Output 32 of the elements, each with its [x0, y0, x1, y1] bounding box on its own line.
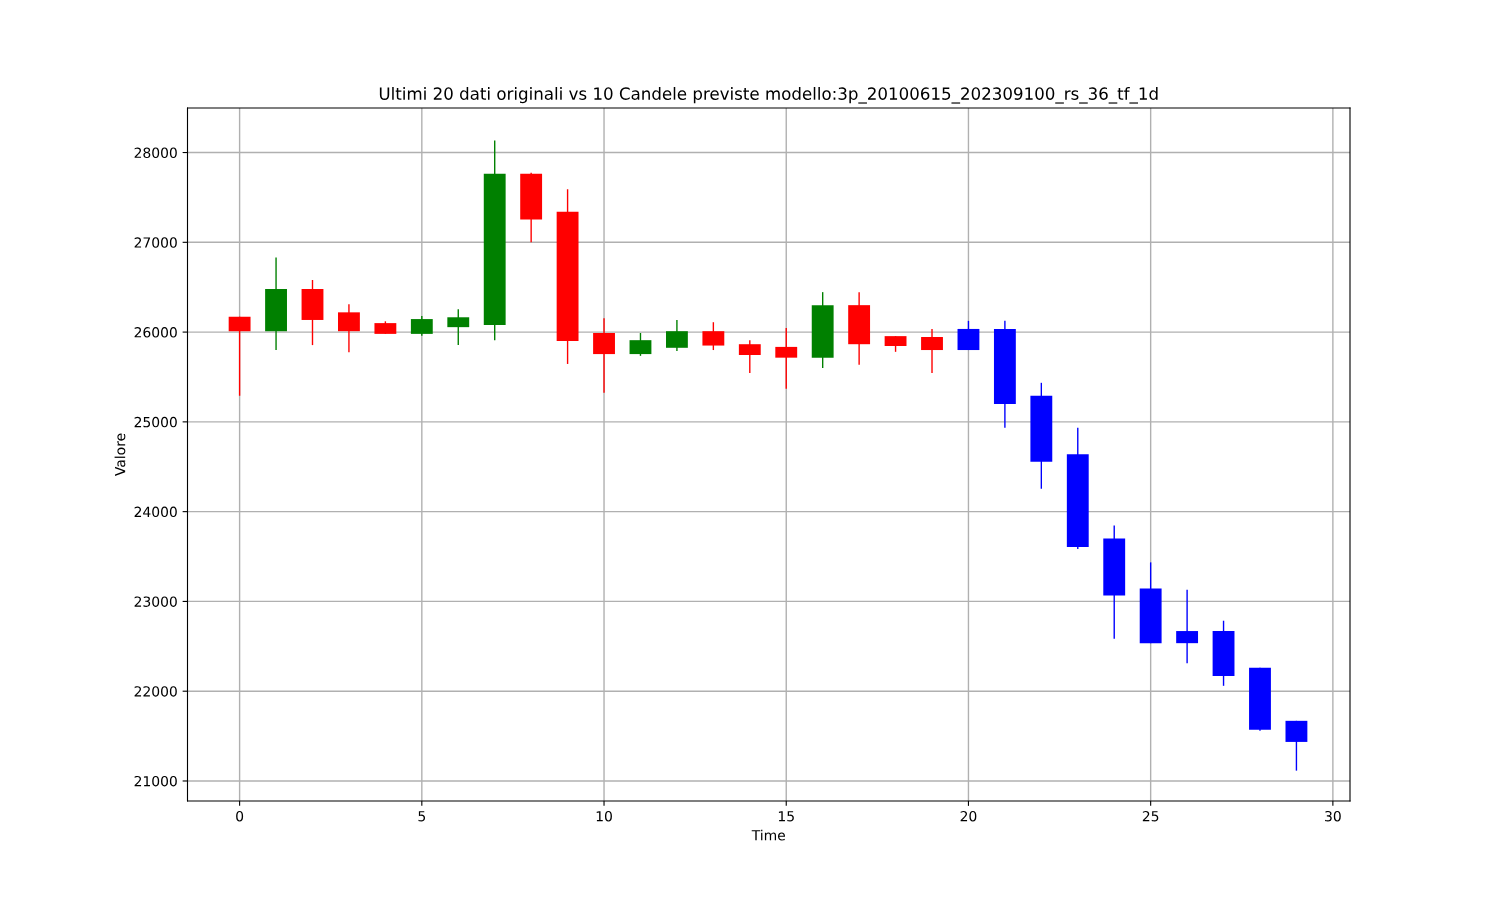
x-tick-label: 25 — [1142, 810, 1159, 822]
candlestick — [593, 317, 615, 394]
candlestick — [921, 328, 943, 374]
x-tick-label: 5 — [418, 811, 426, 822]
candlestick — [1176, 589, 1199, 665]
y-tick-label: 24000 — [134, 506, 177, 518]
candlestick — [228, 316, 251, 397]
candlestick — [410, 315, 433, 337]
y-axis-title: Valore — [114, 433, 126, 477]
candlestick — [447, 308, 470, 346]
y-tick-label: 21000 — [134, 775, 177, 787]
y-tick-label: 28000 — [134, 147, 177, 158]
x-tick-label: 15 — [778, 811, 794, 822]
x-tick-label: 30 — [1325, 810, 1341, 822]
x-tick-label: 10 — [596, 810, 612, 822]
y-tick-label: 27000 — [134, 237, 177, 248]
candlestick — [338, 303, 360, 353]
candlestick — [738, 339, 761, 374]
candlestick — [665, 319, 688, 352]
candlestick — [702, 321, 725, 351]
candlestick — [775, 327, 798, 390]
candlestick — [1285, 720, 1308, 772]
x-axis-title: Time — [751, 829, 785, 841]
y-tick-label: 23000 — [134, 596, 177, 607]
y-tick-label: 25000 — [134, 416, 177, 428]
candlestick — [957, 320, 980, 351]
y-tick-label: 26000 — [134, 327, 177, 338]
candlestick — [629, 332, 652, 357]
x-tick-label: 0 — [236, 810, 244, 822]
x-tick-label: 20 — [960, 810, 977, 822]
y-tick-label: 22000 — [134, 686, 177, 697]
chart-title: Ultimi 20 dati originali vs 10 Candele previste modello:3p_20100615_202309100_rs_36_tf_1d — [379, 87, 1158, 104]
